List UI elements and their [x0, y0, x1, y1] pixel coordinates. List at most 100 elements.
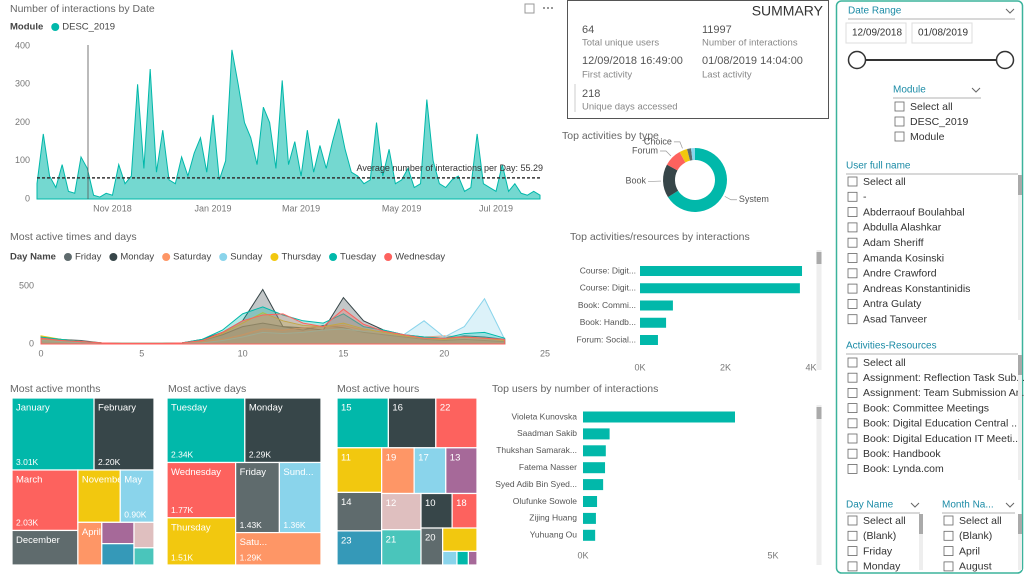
slicer-item[interactable]: Antra Gulaty [863, 298, 922, 310]
checkbox[interactable] [847, 418, 858, 429]
checkbox[interactable] [847, 283, 858, 294]
slice-label: System [739, 194, 769, 204]
legend-marker [270, 253, 279, 261]
slicer-item[interactable]: Monday [863, 561, 901, 573]
y-tick-label: Book: Commi... [578, 300, 636, 310]
slicer-item[interactable]: Select all [959, 515, 1002, 527]
slicer-item[interactable]: Select all [863, 515, 906, 527]
menu-dot[interactable] [543, 7, 545, 9]
checkbox[interactable] [847, 176, 858, 187]
cell-label: 13 [450, 452, 461, 463]
y-tick-label: Violeta Kunovska [511, 411, 577, 421]
slicer-item[interactable]: August [959, 561, 992, 573]
date-start[interactable]: 12/09/2018 [852, 28, 902, 39]
slicer-item[interactable]: Book: Handbook [863, 448, 941, 460]
bar [583, 496, 598, 507]
focus-icon[interactable] [524, 3, 535, 14]
treemap-cell [11, 529, 79, 566]
checkbox[interactable] [847, 561, 858, 572]
checkbox[interactable] [943, 561, 954, 572]
slicer-item[interactable]: Amanda Kosinski [863, 252, 944, 264]
checkbox[interactable] [847, 268, 858, 279]
checkbox[interactable] [943, 546, 954, 556]
checkbox[interactable] [847, 546, 858, 556]
slicer-item[interactable]: Andre Crawford [863, 268, 937, 280]
checkbox[interactable] [847, 298, 858, 309]
checkbox[interactable] [847, 253, 858, 263]
cell-label: 15 [341, 403, 352, 414]
checkbox[interactable] [847, 448, 858, 459]
checkbox[interactable] [847, 387, 858, 398]
checkbox[interactable] [894, 101, 905, 112]
chart-title: Top activities/resources by interactions [570, 231, 750, 243]
slicer-item[interactable]: Book: Committee Meetings [863, 402, 989, 414]
summary-value: 64 [582, 24, 594, 36]
menu-dot[interactable] [551, 7, 553, 9]
checkbox[interactable] [847, 433, 858, 444]
slicer-item[interactable]: Friday [863, 545, 893, 557]
slider-handle[interactable] [995, 50, 1015, 70]
slicer-item[interactable]: Asad Tanveer [863, 313, 928, 325]
bar [640, 266, 803, 276]
slicer-chevron[interactable] [1005, 8, 1015, 14]
y-tick-label: Course: Digit... [580, 265, 636, 275]
date-end[interactable]: 01/08/2019 [918, 28, 968, 39]
checkbox[interactable] [847, 314, 858, 325]
slicer-item[interactable]: Book: Digital Education Central ... [863, 418, 1020, 430]
slicer-chevron[interactable] [1005, 502, 1015, 508]
y-tick-label: Olufunke Sowole [513, 496, 578, 506]
checkbox[interactable] [894, 131, 905, 142]
date-input[interactable] [911, 22, 973, 44]
treemap-cell [235, 531, 322, 566]
checkbox[interactable] [847, 237, 858, 248]
menu-dot[interactable] [547, 7, 549, 9]
slicer-item[interactable]: Module [910, 131, 945, 143]
slicer-item[interactable]: (Blank) [863, 530, 896, 542]
visual-icons[interactable] [524, 3, 553, 14]
slicer-item[interactable]: Abderraouf Boulahbal [863, 206, 965, 218]
checkbox[interactable] [943, 530, 954, 541]
checkbox[interactable] [894, 116, 905, 127]
date-input[interactable] [845, 22, 907, 44]
x-tick-label: 5K [767, 550, 778, 560]
slicer-item[interactable]: Select all [863, 357, 906, 369]
slicer-item[interactable]: Select all [863, 176, 906, 188]
checkbox[interactable] [847, 515, 858, 526]
checkbox[interactable] [847, 463, 858, 474]
slicer-title: Activities-Resources [846, 341, 937, 352]
checkbox[interactable] [847, 207, 858, 218]
slicer-item[interactable]: April [959, 545, 980, 557]
slicer-chevron[interactable] [910, 502, 920, 508]
checkbox[interactable] [847, 357, 858, 368]
x-tick-label: 15 [338, 348, 348, 358]
slicer-item[interactable]: DESC_2019 [910, 116, 969, 128]
slicer-item[interactable]: Select all [910, 101, 953, 113]
slicer-item[interactable]: Assignment: Reflection Task Sub... [863, 372, 1024, 384]
treemap-cell [235, 461, 280, 534]
treemap-cell [451, 492, 478, 529]
slicer-item[interactable]: Abdulla Alashkar [863, 222, 942, 234]
slicer-item[interactable]: Book: Lynda.com [863, 463, 944, 475]
legend-label: Friday [75, 252, 102, 263]
slider-handle[interactable] [847, 50, 867, 70]
y-tick-label: 0 [25, 193, 30, 203]
checkbox[interactable] [847, 530, 858, 541]
slicer-item[interactable]: Andreas Konstantinidis [863, 283, 970, 295]
checkbox[interactable] [847, 222, 858, 233]
y-tick-label: 0 [29, 338, 34, 348]
bar [583, 512, 596, 524]
checkbox[interactable] [847, 403, 858, 414]
cell-value: 1.77K [171, 505, 194, 515]
slicer-item[interactable]: Book: Digital Education IT Meeti... [863, 433, 1021, 445]
checkbox[interactable] [847, 372, 858, 383]
slicer-item[interactable]: (Blank) [959, 530, 992, 542]
cell-value: 1.29K [240, 552, 263, 562]
checkbox[interactable] [847, 191, 858, 202]
slicer-item[interactable]: - [863, 191, 867, 203]
checkbox[interactable] [943, 515, 954, 526]
bar [640, 335, 658, 345]
slicer-item[interactable]: Adam Sheriff [863, 237, 924, 249]
average-annotation: Average number of interactions per Day: … [357, 163, 543, 173]
slicer-chevron[interactable] [971, 87, 981, 93]
slicer-item[interactable]: Assignment: Team Submission Ar... [863, 387, 1024, 399]
